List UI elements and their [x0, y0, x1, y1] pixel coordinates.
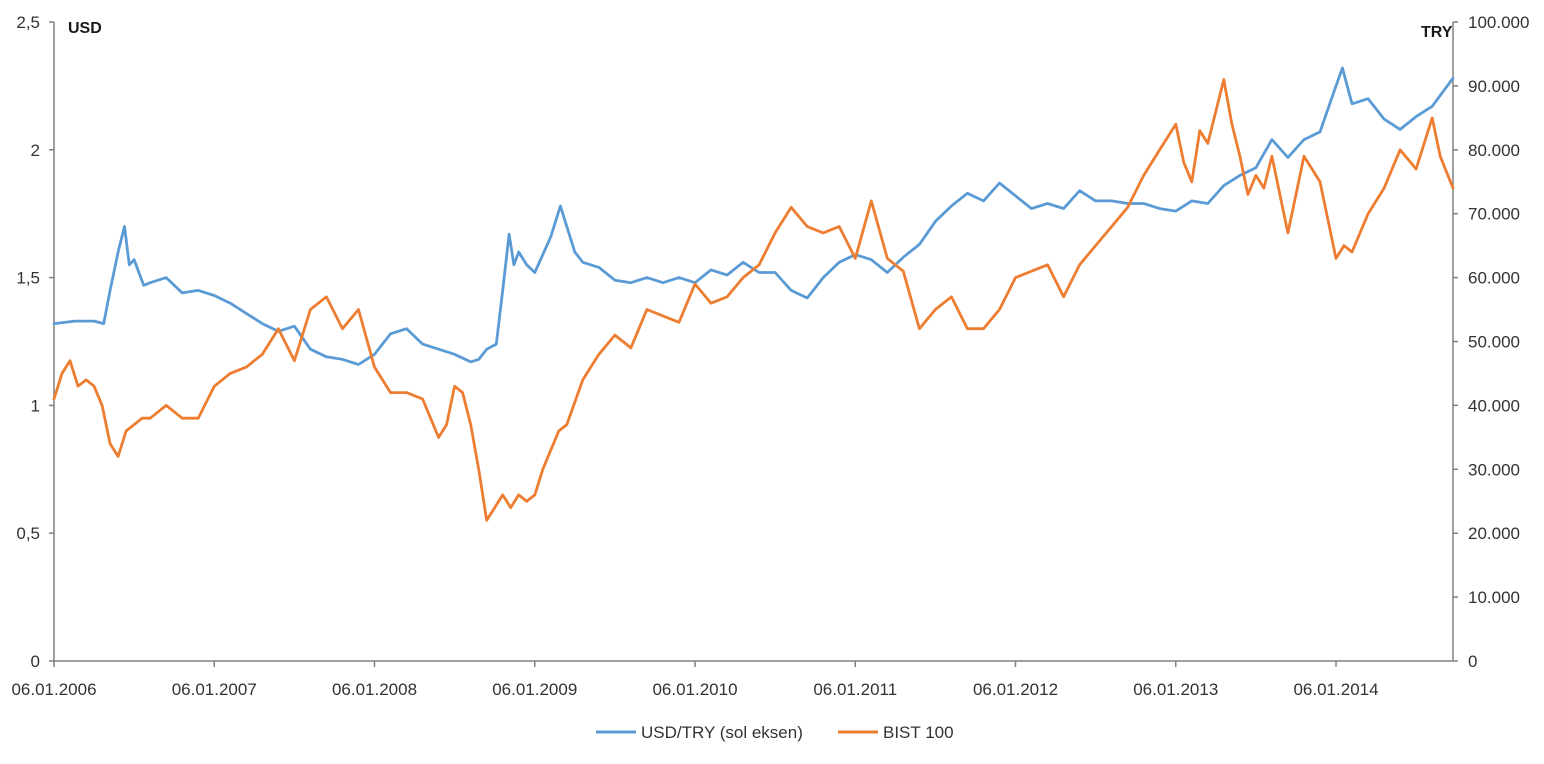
series-line-bist-100: [52, 78, 1455, 522]
legend-label-bist-100: BIST 100: [883, 723, 954, 742]
y-right-tick-label: 80.000: [1468, 141, 1520, 160]
legend: USD/TRY (sol eksen) BIST 100: [596, 723, 954, 742]
y-right-tick-label: 20.000: [1468, 524, 1520, 543]
y-right-tick-label: 70.000: [1468, 205, 1520, 224]
y-left-tick-label: 0,5: [16, 524, 40, 543]
x-tick-label: 06.01.2006: [11, 680, 96, 699]
y-left-axis-title: USD: [68, 20, 102, 37]
series-layer: [52, 66, 1455, 522]
x-tick-label: 06.01.2013: [1133, 680, 1218, 699]
y-right-tick-label: 40.000: [1468, 396, 1520, 415]
y-right-tick-label: 100.000: [1468, 13, 1529, 32]
y-right-tick-label: 30.000: [1468, 460, 1520, 479]
y-left-tick-label: 1: [31, 396, 40, 415]
y-left-tick-label: 1,5: [16, 269, 40, 288]
ticks-layer: 0 0,5 1 1,5 2 2,5 0 10.000 20.000 30.000 40.000 50.…: [11, 13, 1529, 699]
y-left-tick-label: 2,5: [16, 13, 40, 32]
y-right-tick-label: 90.000: [1468, 77, 1520, 96]
axes-layer: [53, 22, 1454, 662]
x-tick-label: 06.01.2008: [332, 680, 417, 699]
y-right-tick-label: 60.000: [1468, 269, 1520, 288]
series-line-usd-try: [52, 66, 1455, 366]
x-tick-label: 06.01.2014: [1293, 680, 1378, 699]
y-left-tick-label: 0: [31, 652, 40, 671]
x-tick-label: 06.01.2012: [973, 680, 1058, 699]
x-tick-label: 06.01.2010: [652, 680, 737, 699]
y-right-axis-title: TRY: [1421, 24, 1453, 41]
x-tick-label: 06.01.2009: [492, 680, 577, 699]
x-tick-label: 06.01.2007: [172, 680, 257, 699]
y-left-tick-label: 2: [31, 141, 40, 160]
legend-label-usd-try: USD/TRY (sol eksen): [641, 723, 803, 742]
x-tick-label: 06.01.2011: [813, 680, 897, 699]
y-right-tick-label: 10.000: [1468, 588, 1520, 607]
y-right-tick-label: 50.000: [1468, 333, 1520, 352]
y-right-tick-label: 0: [1468, 652, 1477, 671]
